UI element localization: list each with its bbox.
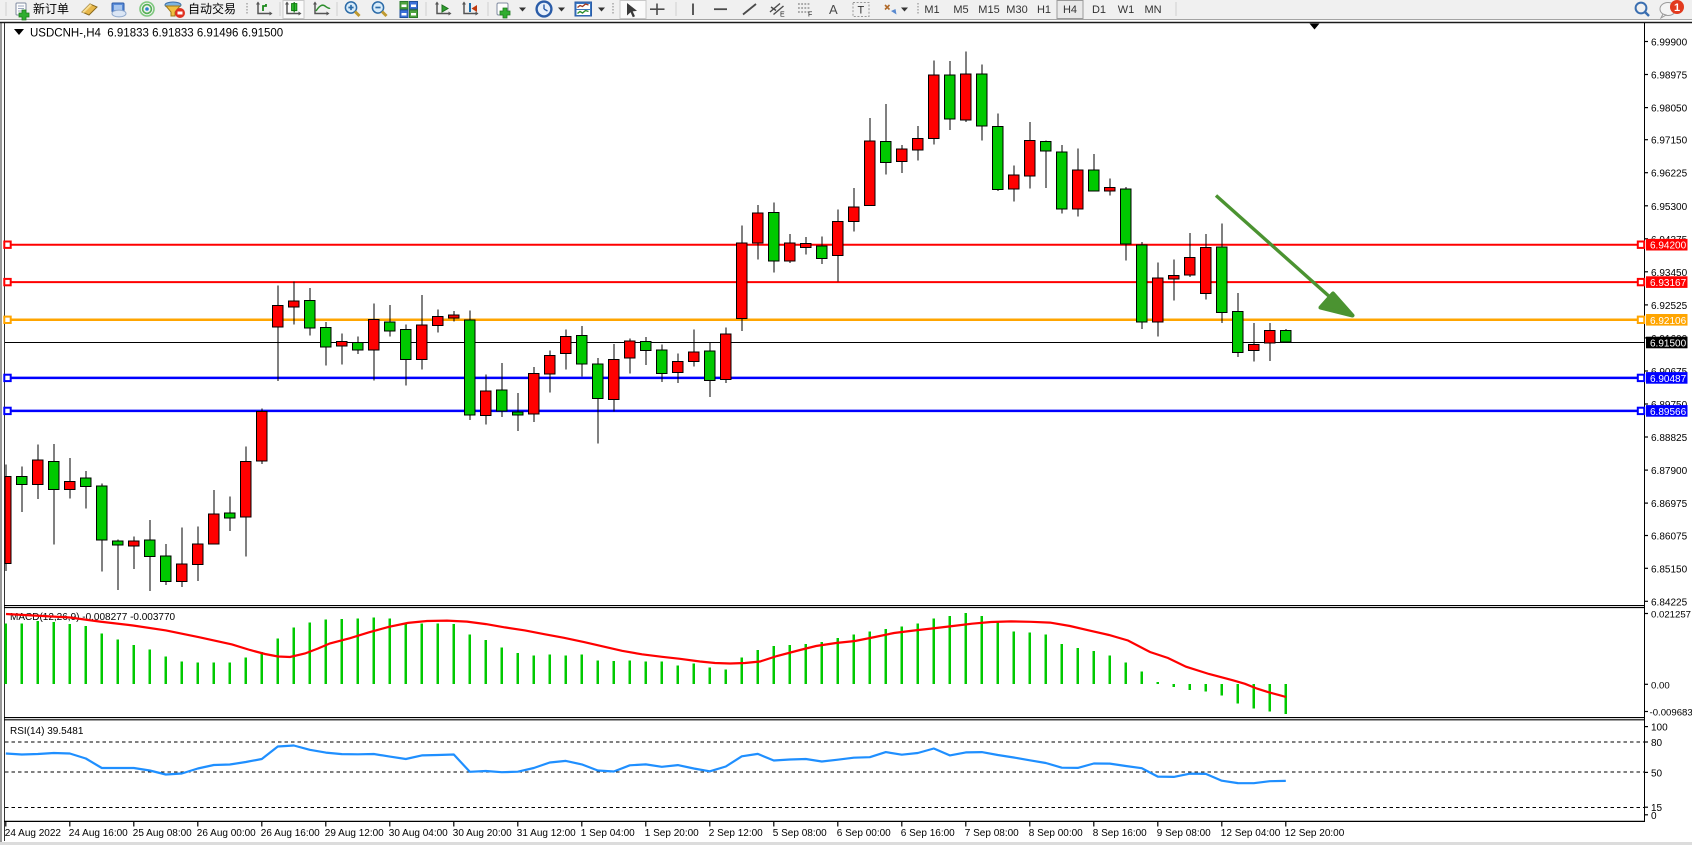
svg-text:7 Sep 08:00: 7 Sep 08:00 <box>965 828 1019 839</box>
svg-text:W1: W1 <box>1118 4 1135 16</box>
svg-text:25 Aug 08:00: 25 Aug 08:00 <box>133 828 192 839</box>
svg-text:0: 0 <box>1651 811 1657 822</box>
svg-text:6.92525: 6.92525 <box>1651 301 1688 312</box>
svg-text:6.85150: 6.85150 <box>1651 564 1688 575</box>
svg-text:6.97150: 6.97150 <box>1651 136 1688 147</box>
svg-text:M5: M5 <box>953 4 968 16</box>
svg-text:26 Aug 00:00: 26 Aug 00:00 <box>197 828 256 839</box>
svg-text:6.92106: 6.92106 <box>1650 316 1687 327</box>
svg-text:M30: M30 <box>1006 4 1027 16</box>
svg-text:自动交易: 自动交易 <box>188 1 236 16</box>
svg-text:2 Sep 12:00: 2 Sep 12:00 <box>709 828 763 839</box>
svg-text:6.93167: 6.93167 <box>1650 278 1687 289</box>
svg-text:-0.009683: -0.009683 <box>1650 708 1692 719</box>
svg-text:6.95300: 6.95300 <box>1651 202 1688 213</box>
svg-text:新订单: 新订单 <box>33 1 69 16</box>
svg-text:6.90487: 6.90487 <box>1650 374 1687 385</box>
svg-text:6.99900: 6.99900 <box>1651 38 1688 49</box>
svg-text:8 Sep 00:00: 8 Sep 00:00 <box>1029 828 1083 839</box>
svg-text:6.93450: 6.93450 <box>1651 268 1688 279</box>
svg-text:H4: H4 <box>1063 4 1077 16</box>
svg-text:6.98975: 6.98975 <box>1651 71 1688 82</box>
svg-text:MACD(12,26,9) -0.008277 -0.003: MACD(12,26,9) -0.008277 -0.003770 <box>10 612 176 623</box>
svg-text:0.00: 0.00 <box>1651 680 1670 691</box>
svg-text:0.021257: 0.021257 <box>1651 610 1691 621</box>
svg-text:8 Sep 16:00: 8 Sep 16:00 <box>1093 828 1147 839</box>
svg-text:T: T <box>858 5 865 17</box>
svg-text:M1: M1 <box>924 4 939 16</box>
svg-text:A: A <box>829 2 838 17</box>
svg-text:5 Sep 08:00: 5 Sep 08:00 <box>773 828 827 839</box>
svg-text:MN: MN <box>1144 4 1161 16</box>
svg-text:12 Sep 20:00: 12 Sep 20:00 <box>1285 828 1345 839</box>
svg-text:6 Sep 00:00: 6 Sep 00:00 <box>837 828 891 839</box>
svg-text:M15: M15 <box>978 4 999 16</box>
svg-text:24 Aug 16:00: 24 Aug 16:00 <box>69 828 128 839</box>
svg-text:6 Sep 16:00: 6 Sep 16:00 <box>901 828 955 839</box>
svg-text:D1: D1 <box>1092 4 1106 16</box>
svg-text:1: 1 <box>1674 2 1680 14</box>
svg-text:12 Sep 04:00: 12 Sep 04:00 <box>1221 828 1281 839</box>
svg-text:6.87900: 6.87900 <box>1651 466 1688 477</box>
svg-text:6.86975: 6.86975 <box>1651 499 1688 510</box>
svg-text:6.94200: 6.94200 <box>1650 241 1687 252</box>
svg-text:6.89566: 6.89566 <box>1650 407 1687 418</box>
svg-text:F: F <box>808 12 812 19</box>
svg-text:30 Aug 04:00: 30 Aug 04:00 <box>389 828 448 839</box>
svg-text:1 Sep 20:00: 1 Sep 20:00 <box>645 828 699 839</box>
svg-text:USDCNH-,H4 6.91833 6.91833 6.: USDCNH-,H4 6.91833 6.91833 6.91496 6.915… <box>30 28 283 40</box>
svg-text:1 Sep 04:00: 1 Sep 04:00 <box>581 828 635 839</box>
svg-text:80: 80 <box>1651 738 1663 749</box>
svg-text:50: 50 <box>1651 768 1663 779</box>
svg-text:6.98050: 6.98050 <box>1651 104 1688 115</box>
svg-text:6.86075: 6.86075 <box>1651 532 1688 543</box>
svg-text:100: 100 <box>1651 723 1668 734</box>
svg-text:6.88825: 6.88825 <box>1651 433 1688 444</box>
svg-text:26 Aug 16:00: 26 Aug 16:00 <box>261 828 320 839</box>
svg-text:15: 15 <box>1651 803 1663 814</box>
svg-text:31 Aug 12:00: 31 Aug 12:00 <box>517 828 576 839</box>
svg-text:H1: H1 <box>1037 4 1051 16</box>
svg-text:RSI(14) 39.5481: RSI(14) 39.5481 <box>10 726 84 737</box>
svg-text:9 Sep 08:00: 9 Sep 08:00 <box>1157 828 1211 839</box>
svg-text:E: E <box>780 12 785 19</box>
svg-text:30 Aug 20:00: 30 Aug 20:00 <box>453 828 512 839</box>
svg-text:29 Aug 12:00: 29 Aug 12:00 <box>325 828 384 839</box>
svg-text:6.96225: 6.96225 <box>1651 169 1688 180</box>
svg-text:24 Aug 2022: 24 Aug 2022 <box>5 828 62 839</box>
svg-text:6.84225: 6.84225 <box>1651 597 1688 608</box>
svg-text:6.91500: 6.91500 <box>1650 339 1687 350</box>
